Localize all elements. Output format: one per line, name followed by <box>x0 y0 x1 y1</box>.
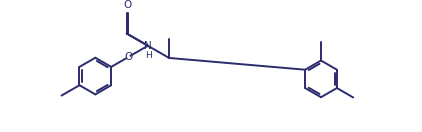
Text: N: N <box>144 41 152 51</box>
Text: H: H <box>145 51 151 60</box>
Text: O: O <box>123 1 132 10</box>
Text: O: O <box>124 52 133 62</box>
